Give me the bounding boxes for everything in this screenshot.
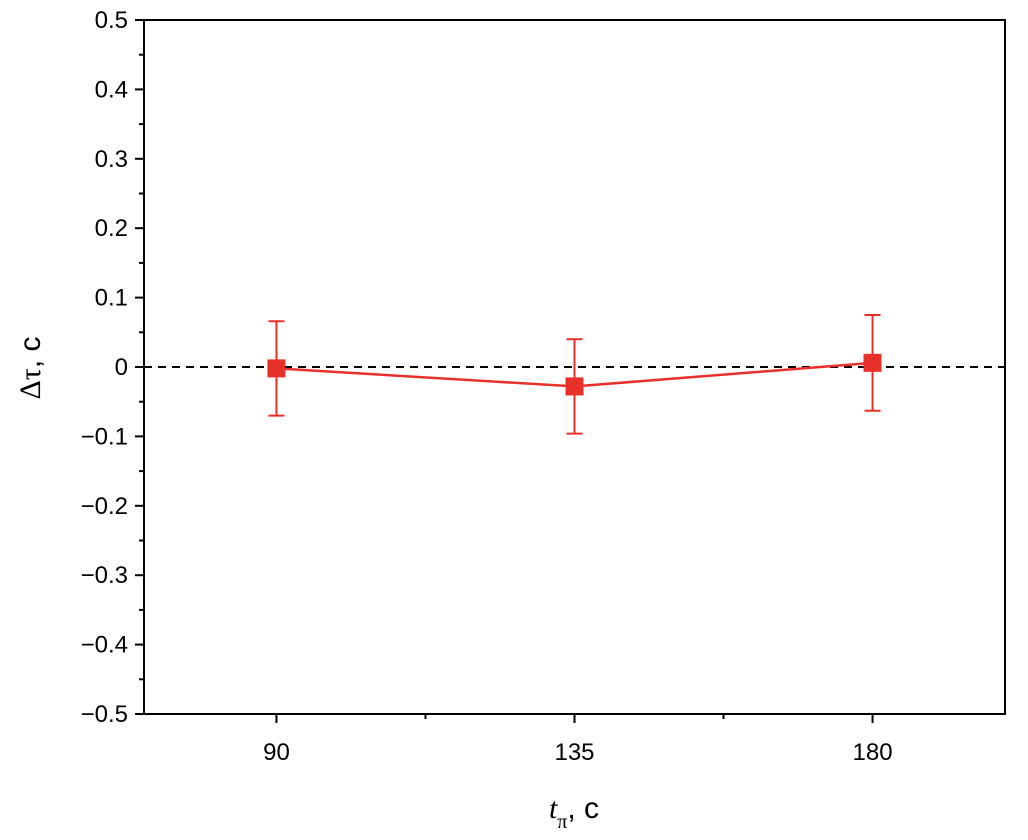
x-axis-label-unit: , c <box>567 792 599 825</box>
x-tick-label: 135 <box>554 739 594 766</box>
y-tick-label: 0.2 <box>95 215 128 242</box>
y-tick-label: 0.1 <box>95 285 128 312</box>
y-tick-label: 0 <box>115 354 128 381</box>
x-tick-label: 180 <box>853 739 893 766</box>
y-tick-label: −0.2 <box>81 493 128 520</box>
y-tick-label: −0.4 <box>81 632 128 659</box>
y-tick-label: 0.5 <box>95 7 128 34</box>
y-axis-label-greek: Δτ <box>14 368 47 399</box>
data-point <box>267 359 286 378</box>
x-axis-label-main: t <box>549 792 558 825</box>
x-axis: 90 135 180 <box>263 714 893 766</box>
x-axis-label: tπ, c <box>549 792 599 833</box>
data-point <box>565 377 584 396</box>
x-axis-label-sub: π <box>557 811 567 833</box>
x-tick-label: 90 <box>263 739 290 766</box>
y-axis: −0.5 −0.4 −0.3 −0.2 −0.1 0 0.1 0.2 0.3 0.4 0.5 <box>81 7 144 728</box>
series <box>267 313 882 435</box>
y-tick-label: −0.1 <box>81 423 128 450</box>
y-axis-label: Δτ, c <box>14 336 47 399</box>
data-point <box>863 353 882 372</box>
y-tick-label: 0.4 <box>95 76 128 103</box>
y-axis-label-unit: , c <box>14 336 47 368</box>
y-tick-label: −0.3 <box>81 562 128 589</box>
y-tick-label: −0.5 <box>81 701 128 728</box>
y-tick-label: 0.3 <box>95 146 128 173</box>
